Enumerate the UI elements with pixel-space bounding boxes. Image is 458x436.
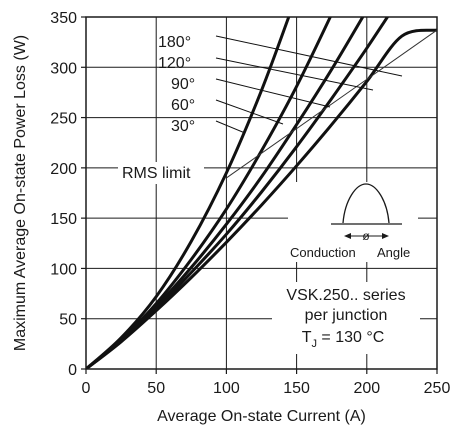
annotation-series: VSK.250.. series (286, 287, 405, 304)
tj-symbol: T (302, 329, 312, 346)
series-curve-60deg (86, 17, 332, 369)
phi-symbol: ø (362, 229, 370, 243)
angle-arrowhead-left (344, 233, 351, 239)
y-tick-label: 0 (68, 362, 77, 379)
y-tick-label: 50 (59, 312, 77, 329)
series-leader-line (215, 99, 284, 125)
annotation-junction-temp: TJ = 130 °C (302, 329, 385, 350)
rms-limit-segment (226, 29, 438, 179)
y-tick-label: 300 (50, 60, 77, 77)
y-tick-label: 150 (50, 211, 77, 228)
y-tick-label: 250 (50, 111, 77, 128)
angle-arrowhead-right (382, 233, 389, 239)
y-tick-label: 200 (50, 161, 77, 178)
rms-limit-label: RMS limit (122, 165, 191, 182)
x-tick-label: 0 (82, 380, 91, 397)
series-leader-line (215, 120, 246, 134)
half-sine-waveform (342, 183, 390, 224)
series-label: 120° (158, 55, 191, 72)
y-tick-label: 100 (50, 261, 77, 278)
rms-limit-line (226, 29, 438, 179)
inset-background (288, 182, 418, 262)
x-tick-label: 250 (424, 380, 451, 397)
conduction-angle-inset: ø Conduction Angle (288, 182, 418, 262)
y-tick-label: 350 (50, 10, 77, 27)
annotation-per-junction: per junction (305, 307, 388, 324)
series-label: 90° (171, 76, 195, 93)
tj-subscript: J (311, 338, 317, 350)
x-tick-label: 200 (353, 380, 380, 397)
series-leader-line (215, 78, 331, 108)
annotation-background (272, 282, 420, 354)
y-axis-title: Maximum Average On-state Power Loss (W) (12, 35, 29, 351)
x-tick-label: 100 (213, 380, 240, 397)
x-axis-title: Average On-state Current (A) (157, 408, 366, 425)
series-leader-line (215, 35, 403, 77)
series-label: 30° (171, 118, 195, 135)
rms-limit-label-bg (118, 162, 204, 184)
x-tick-label: 50 (147, 380, 165, 397)
angle-label: Angle (377, 245, 410, 260)
series-label: 180° (158, 34, 191, 51)
plot-frame (85, 16, 438, 370)
series-leader-line (215, 57, 374, 91)
x-tick-label: 150 (283, 380, 310, 397)
conduction-label: Conduction (290, 245, 356, 260)
series-label: 60° (171, 97, 195, 114)
tj-value: = 130 °C (317, 329, 384, 346)
axis-ticks: 0 50 100 150 200 250 0 50 100 150 200 250 300 350 (50, 10, 450, 397)
series-labels: 180° 120° 90° 60° 30° (158, 34, 403, 135)
